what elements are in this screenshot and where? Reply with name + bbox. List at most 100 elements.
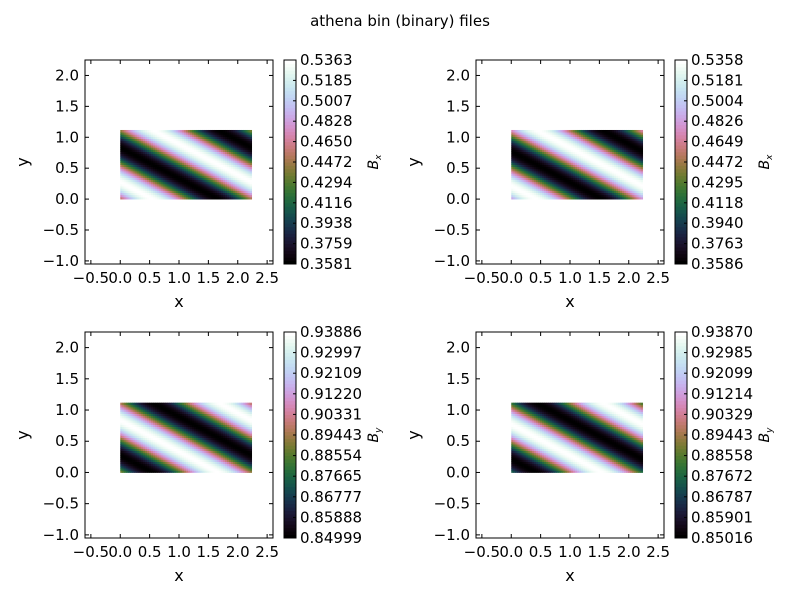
heatmap-cell — [128, 450, 131, 454]
heatmap-cell — [183, 164, 187, 168]
heatmap-cell — [122, 446, 125, 449]
heatmap-cell — [525, 179, 529, 183]
heatmap-cell — [529, 166, 533, 170]
heatmap-cell — [554, 186, 557, 189]
heatmap-cell — [564, 181, 568, 185]
heatmap-cell — [134, 145, 138, 148]
heatmap-cell — [161, 183, 164, 187]
heatmap-cell — [243, 160, 246, 163]
heatmap-cell — [192, 194, 195, 198]
heatmap-cell — [601, 147, 605, 150]
heatmap-cell — [153, 164, 156, 168]
heatmap-cell — [138, 145, 142, 148]
heatmap-cell — [130, 413, 133, 417]
heatmap-cell — [578, 183, 582, 187]
heatmap-cell — [171, 145, 175, 148]
heatmap-cell — [634, 173, 637, 176]
heatmap-cell — [224, 151, 228, 155]
heatmap-cell — [124, 450, 127, 454]
heatmap-cell — [638, 145, 641, 148]
heatmap-cell — [192, 168, 195, 172]
heatmap-cell — [560, 179, 563, 183]
heatmap-cell — [554, 179, 557, 183]
heatmap-cell — [615, 164, 619, 168]
heatmap-cell — [511, 140, 514, 144]
heatmap-cell — [157, 448, 160, 452]
heatmap-cell — [122, 444, 125, 447]
heatmap-cell — [525, 164, 529, 168]
heatmap-cell — [245, 175, 248, 178]
heatmap-cell — [128, 162, 131, 165]
heatmap-cell — [517, 173, 520, 176]
heatmap-cell — [630, 192, 633, 196]
heatmap-cell — [542, 134, 545, 137]
heatmap-cell — [595, 138, 598, 142]
heatmap-cell — [120, 465, 123, 469]
heatmap-cell — [163, 162, 166, 165]
heatmap-cell — [153, 468, 156, 471]
heatmap-cell — [620, 160, 623, 163]
heatmap-cell — [157, 450, 160, 454]
heatmap-cell — [544, 158, 547, 161]
colorbar-label-base: B — [366, 160, 382, 170]
heatmap-cell — [595, 177, 598, 181]
heatmap-cell — [558, 183, 561, 187]
heatmap-cell — [640, 168, 644, 172]
heatmap-cell — [192, 140, 195, 144]
heatmap-cell — [138, 149, 142, 152]
heatmap-cell — [136, 153, 140, 157]
heatmap-cell — [626, 134, 629, 137]
heatmap-cell — [177, 142, 181, 146]
heatmap-cell — [636, 175, 639, 178]
heatmap-cell — [550, 153, 553, 157]
heatmap-cell — [124, 435, 127, 438]
heatmap-cell — [120, 164, 123, 168]
heatmap-cell — [583, 155, 586, 159]
heatmap-cell — [151, 409, 154, 412]
heatmap-cell — [210, 194, 214, 198]
heatmap-cell — [138, 407, 142, 410]
heatmap-cell — [167, 171, 170, 174]
heatmap-cell — [218, 181, 222, 185]
heatmap-cell — [237, 181, 240, 185]
heatmap-cell — [163, 168, 166, 172]
heatmap-cell — [183, 129, 187, 133]
heatmap-cell — [179, 188, 183, 191]
heatmap-cell — [539, 138, 543, 142]
heatmap-cell — [233, 173, 236, 176]
heatmap-cell — [249, 155, 253, 159]
heatmap-cell — [165, 138, 168, 142]
colorbar-swatch — [284, 199, 296, 204]
heatmap-cell — [517, 162, 520, 165]
heatmap-cell — [132, 142, 136, 146]
heatmap-cell — [568, 164, 572, 168]
heatmap-cell — [222, 181, 226, 185]
heatmap-cell — [206, 168, 209, 172]
heatmap-cell — [153, 196, 156, 200]
heatmap-cell — [589, 132, 592, 135]
heatmap-cell — [146, 452, 150, 456]
heatmap-cell — [583, 194, 586, 198]
heatmap-cell — [144, 407, 148, 410]
heatmap-cell — [171, 171, 175, 174]
heatmap-cell — [578, 186, 582, 189]
heatmap-cell — [210, 171, 214, 174]
heatmap-cell — [140, 428, 144, 432]
heatmap-cell — [183, 162, 187, 165]
heatmap-cell — [224, 132, 228, 135]
heatmap-cell — [155, 465, 158, 469]
heatmap-cell — [607, 145, 611, 148]
heatmap-cell — [194, 194, 197, 198]
heatmap-cell — [239, 186, 242, 189]
heatmap-cell — [587, 136, 590, 140]
heatmap-cell — [556, 183, 559, 187]
heatmap-cell — [517, 129, 520, 133]
heatmap-cell — [231, 186, 234, 189]
heatmap-cell — [550, 158, 553, 161]
heatmap-cell — [529, 179, 533, 183]
heatmap-cell — [157, 465, 160, 469]
heatmap-cell — [537, 138, 541, 142]
heatmap-cell — [544, 138, 547, 142]
y-tick-label: −0.5 — [434, 221, 470, 239]
heatmap-cell — [542, 171, 545, 174]
